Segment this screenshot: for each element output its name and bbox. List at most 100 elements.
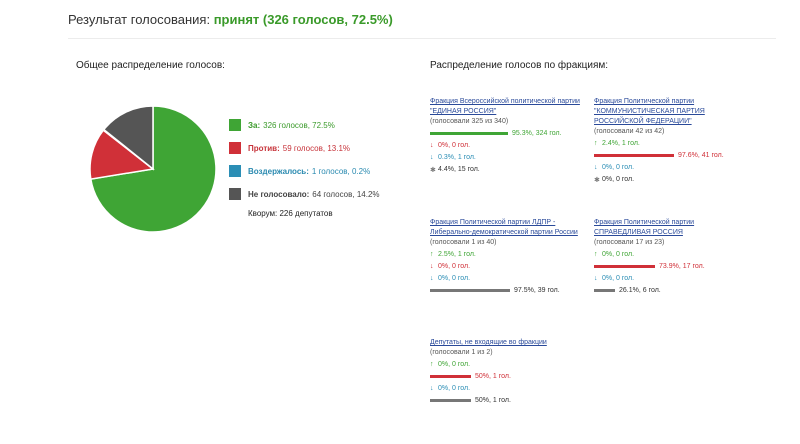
faction-row-value: 95.3%, 324 гол. — [512, 130, 562, 137]
faction-turnout: (голосовали 17 из 23) — [594, 239, 665, 246]
faction-bar-novote — [430, 399, 471, 402]
arrow-down-icon: ↓ — [430, 154, 434, 161]
faction-row-novote: ✱ 0%, 0 гол. — [594, 174, 752, 185]
faction-row-za: ↑ 2.4%, 1 гол. — [594, 138, 752, 149]
faction-row-against: 73.9%, 17 гол. — [594, 261, 752, 272]
faction-link[interactable]: Фракция Всероссийской политической парти… — [430, 98, 580, 115]
faction-row-value: 2.4%, 1 гол. — [602, 140, 640, 147]
faction-block: Фракция Политической партии СПРАВЕДЛИВАЯ… — [594, 218, 752, 296]
faction-row-za: 95.3%, 324 гол. — [430, 128, 588, 139]
legend-value-against: 59 голосов, 13.1% — [282, 143, 351, 153]
legend-value-novote: 64 голосов, 14.2% — [312, 189, 380, 199]
faction-row-value: 26.1%, 6 гол. — [619, 287, 661, 294]
faction-row-za: ↑ 0%, 0 гол. — [594, 249, 752, 260]
legend-item-za: За: 326 голосов, 72.5% — [229, 118, 380, 132]
vote-result-heading: Результат голосования: принят (326 голос… — [68, 12, 393, 27]
faction-row-against: ↓ 0%, 0 гол. — [430, 261, 588, 272]
faction-bar-novote — [594, 289, 615, 292]
asterisk-icon: ✱ — [594, 176, 600, 184]
faction-block: Фракция Всероссийской политической парти… — [430, 97, 588, 175]
faction-row-value: 0%, 0 гол. — [602, 176, 635, 183]
asterisk-icon: ✱ — [430, 166, 436, 174]
arrow-down-icon: ↓ — [430, 385, 434, 392]
faction-row-against: 50%, 1 гол. — [430, 371, 588, 382]
factions-distribution-title: Распределение голосов по фракциям: — [430, 60, 609, 71]
pie-slice-novote — [102, 105, 154, 171]
faction-row-value: 0%, 0 гол. — [438, 142, 471, 149]
legend-label-against: Против: — [248, 143, 280, 153]
faction-row-value: 0%, 0 гол. — [438, 361, 471, 368]
faction-row-value: 0%, 0 гол. — [438, 263, 471, 270]
faction-turnout: (голосовали 325 из 340) — [430, 118, 509, 125]
faction-row-abstain: ↓ 0%, 0 гол. — [430, 383, 588, 394]
faction-row-value: 97.5%, 39 гол. — [514, 287, 560, 294]
faction-row-against: 97.6%, 41 гол. — [594, 150, 752, 161]
pie-legend: За: 326 голосов, 72.5% Против: 59 голосов,… — [229, 118, 380, 218]
arrow-up-icon: ↑ — [594, 251, 598, 258]
faction-row-value: 73.9%, 17 гол. — [659, 263, 705, 270]
vote-pie-chart — [89, 105, 217, 233]
arrow-down-icon: ↓ — [430, 142, 434, 149]
arrow-down-icon: ↓ — [594, 164, 598, 171]
faction-row-novote: 26.1%, 6 гол. — [594, 285, 752, 296]
arrow-up-icon: ↑ — [594, 140, 598, 147]
legend-swatch-za — [229, 119, 241, 131]
vote-result-value: принят (326 голосов, 72.5%) — [213, 12, 393, 27]
overall-distribution-title: Общее распределение голосов: — [76, 60, 225, 71]
faction-link[interactable]: Фракция Политической партии ЛДПР - Либер… — [430, 219, 578, 236]
faction-bar-novote — [430, 289, 510, 292]
legend-value-za: 326 голосов, 72.5% — [263, 120, 335, 130]
faction-bar-za — [430, 132, 508, 135]
legend-swatch-novote — [229, 188, 241, 200]
faction-row-value: 50%, 1 гол. — [475, 373, 511, 380]
arrow-down-icon: ↓ — [594, 275, 598, 282]
faction-row-abstain: ↓ 0%, 0 гол. — [594, 162, 752, 173]
faction-block: Депутаты, не входящие во фракции (голосо… — [430, 338, 588, 406]
faction-row-value: 0.3%, 1 гол. — [438, 154, 476, 161]
legend-value-abstain: 1 голосов, 0.2% — [311, 166, 371, 176]
faction-row-novote: 50%, 1 гол. — [430, 395, 588, 406]
faction-bar-against — [594, 154, 674, 157]
faction-link[interactable]: Депутаты, не входящие во фракции — [430, 339, 547, 346]
quorum-text: Кворум: 226 депутатов — [248, 209, 333, 218]
faction-row-abstain: ↓ 0%, 0 гол. — [430, 273, 588, 284]
legend-label-za: За: — [248, 120, 261, 130]
faction-turnout: (голосовали 1 из 2) — [430, 349, 493, 356]
faction-row-za: ↑ 0%, 0 гол. — [430, 359, 588, 370]
arrow-up-icon: ↑ — [430, 361, 434, 368]
arrow-up-icon: ↑ — [430, 251, 434, 258]
legend-swatch-abstain — [229, 165, 241, 177]
faction-link[interactable]: Фракция Политической партии СПРАВЕДЛИВАЯ… — [594, 219, 695, 236]
faction-row-novote: ✱ 4.4%, 15 гол. — [430, 164, 588, 175]
legend-swatch-against — [229, 142, 241, 154]
faction-row-value: 0%, 0 гол. — [602, 251, 635, 258]
header-divider — [68, 38, 776, 39]
faction-row-value: 0%, 0 гол. — [438, 385, 471, 392]
faction-turnout: (голосовали 1 из 40) — [430, 239, 497, 246]
faction-row-against: ↓ 0%, 0 гол. — [430, 140, 588, 151]
faction-bar-against — [594, 265, 655, 268]
faction-row-value: 0%, 0 гол. — [438, 275, 471, 282]
legend-item-abstain: Воздержалось: 1 голосов, 0.2% — [229, 164, 380, 178]
faction-turnout: (голосовали 42 из 42) — [594, 128, 665, 135]
faction-row-novote: 97.5%, 39 гол. — [430, 285, 588, 296]
faction-row-value: 97.6%, 41 гол. — [678, 152, 724, 159]
faction-row-za: ↑ 2.5%, 1 гол. — [430, 249, 588, 260]
faction-bar-against — [430, 375, 471, 378]
faction-row-value: 50%, 1 гол. — [475, 397, 511, 404]
faction-row-value: 2.5%, 1 гол. — [438, 251, 476, 258]
arrow-down-icon: ↓ — [430, 275, 434, 282]
legend-item-against: Против: 59 голосов, 13.1% — [229, 141, 380, 155]
legend-label-novote: Не голосовало: — [248, 189, 310, 199]
faction-block: Фракция Политической партии ЛДПР - Либер… — [430, 218, 588, 296]
faction-row-value: 0%, 0 гол. — [602, 275, 635, 282]
vote-result-prefix: Результат голосования: — [68, 12, 211, 27]
faction-row-value: 0%, 0 гол. — [602, 164, 635, 171]
faction-row-value: 4.4%, 15 гол. — [438, 166, 480, 173]
faction-link[interactable]: Фракция Политической партии "КОММУНИСТИЧ… — [594, 98, 705, 125]
faction-block: Фракция Политической партии "КОММУНИСТИЧ… — [594, 97, 752, 185]
legend-label-abstain: Воздержалось: — [248, 166, 309, 176]
faction-row-abstain: ↓ 0.3%, 1 гол. — [430, 152, 588, 163]
arrow-down-icon: ↓ — [430, 263, 434, 270]
faction-row-abstain: ↓ 0%, 0 гол. — [594, 273, 752, 284]
